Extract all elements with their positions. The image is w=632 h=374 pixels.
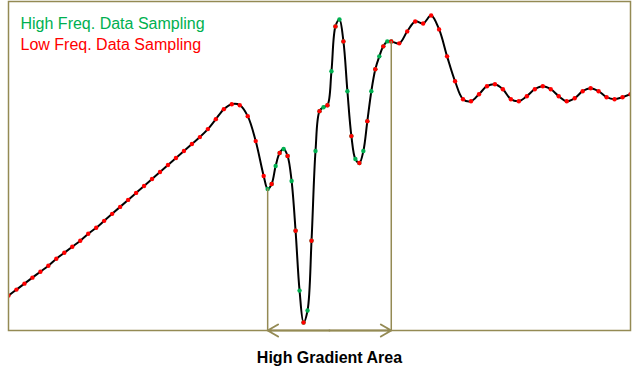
svg-text:Low Freq. Data Sampling: Low Freq. Data Sampling [21,36,202,53]
svg-text:High Freq. Data Sampling: High Freq. Data Sampling [21,15,205,32]
svg-text:High Gradient Area: High Gradient Area [257,349,402,366]
